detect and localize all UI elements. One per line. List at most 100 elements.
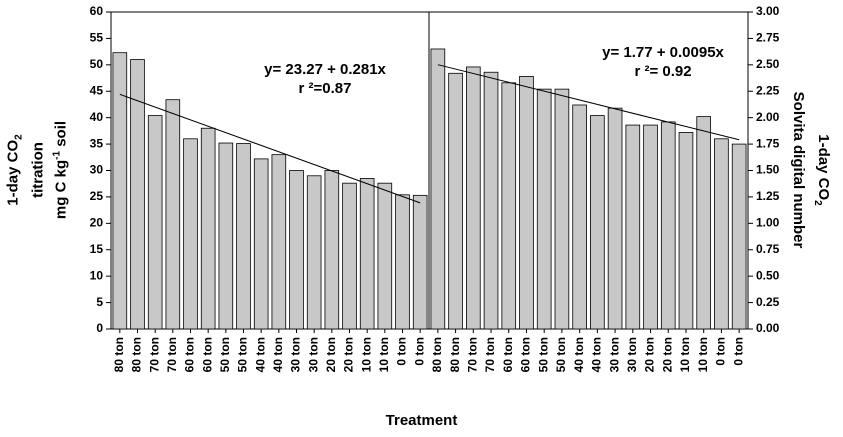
left-regression-equation: y= 23.27 + 0.281x r ²=0.87 — [240, 60, 410, 98]
right-bar — [731, 143, 747, 330]
left-category-label: 80 ton — [112, 337, 126, 372]
left-category-label: 0 ton — [395, 337, 409, 366]
right-bar — [536, 88, 552, 330]
right-y-tick-label: 0.00 — [756, 321, 780, 335]
right-bar — [625, 124, 641, 330]
right-category-label: 50 ton — [536, 337, 550, 372]
left-y-tick-label: 10 — [90, 268, 104, 282]
left-bar — [324, 170, 340, 330]
right-bar — [448, 72, 463, 330]
left-category-label: 20 ton — [324, 337, 338, 372]
right-bar — [519, 76, 534, 330]
right-regression-equation: y= 1.77 + 0.0095x r ²= 0.92 — [578, 43, 748, 81]
left-category-label: 60 ton — [183, 337, 197, 372]
left-y-tick-label: 30 — [90, 163, 104, 177]
right-category-label: 10 ton — [678, 337, 692, 372]
right-bar — [465, 66, 481, 330]
right-category-label: 80 ton — [448, 337, 462, 372]
right-y-axis-title: 1-day CO2 Solvita digital number — [790, 91, 832, 249]
right-y-tick-label: 2.25 — [756, 83, 780, 97]
left-y-tick-label: 5 — [96, 295, 103, 309]
right-y-tick-label: 2.00 — [756, 110, 780, 124]
left-y-tick-label: 20 — [90, 216, 104, 230]
left-category-label: 70 ton — [165, 337, 179, 372]
left-category-label: 60 ton — [200, 337, 214, 372]
left-bar — [218, 142, 234, 330]
right-y-tick-label: 1.00 — [756, 216, 780, 230]
left-category-label: 30 ton — [306, 337, 320, 372]
right-equation-line: y= 1.77 + 0.0095x — [602, 44, 724, 61]
right-bar — [501, 82, 517, 330]
left-y-tick-label: 25 — [90, 189, 104, 203]
right-y-tick-label: 1.50 — [756, 163, 780, 177]
left-trendline — [119, 93, 421, 204]
right-y-tick-label: 2.50 — [756, 57, 780, 71]
left-category-label: 40 ton — [253, 337, 267, 372]
left-bar — [200, 127, 216, 330]
right-category-label: 60 ton — [519, 337, 533, 372]
left-bar — [236, 143, 251, 330]
left-bar — [412, 194, 428, 330]
left-category-label: 50 ton — [218, 337, 232, 372]
left-y-tick-label: 50 — [90, 57, 104, 71]
right-bar — [643, 124, 658, 330]
left-y-tick-label: 15 — [90, 242, 104, 256]
right-category-label: 70 ton — [483, 337, 497, 372]
right-bar — [714, 138, 729, 330]
x-axis-title: Treatment — [385, 412, 458, 429]
right-bar — [430, 48, 446, 330]
right-bar — [554, 88, 570, 330]
left-bar — [183, 138, 198, 330]
left-bar — [306, 175, 322, 330]
left-category-label: 20 ton — [342, 337, 356, 372]
left-bar — [147, 115, 163, 330]
right-bar — [696, 116, 712, 330]
left-r-squared: r ²=0.87 — [298, 80, 352, 97]
right-bar — [590, 115, 605, 330]
left-bar — [165, 99, 181, 330]
left-category-label: 80 ton — [130, 337, 144, 372]
right-category-label: 70 ton — [465, 337, 479, 372]
left-bar — [377, 182, 393, 330]
right-trendline — [437, 64, 740, 141]
right-panel: 80 ton 80 ton 70 ton 70 ton 60 ton 60 ton 50 t… — [428, 4, 780, 372]
left-y-tick-label: 55 — [90, 31, 104, 45]
left-category-label: 30 ton — [289, 337, 303, 372]
left-bar — [289, 170, 304, 330]
left-y-tick-label: 60 — [90, 4, 104, 18]
right-category-label: 0 ton — [714, 337, 728, 366]
left-category-label: 10 ton — [359, 337, 373, 372]
right-bar — [572, 104, 587, 330]
left-category-label: 0 ton — [412, 337, 426, 366]
left-bar — [112, 52, 128, 330]
right-category-label: 50 ton — [554, 337, 568, 372]
left-category-label: 50 ton — [236, 337, 250, 372]
left-bar — [130, 59, 145, 330]
left-panel: 80 ton 80 ton 70 ton 70 ton 60 ton 60 ton 50 t… — [90, 4, 430, 372]
right-y-tick-label: 0.75 — [756, 242, 780, 256]
left-bar — [395, 194, 410, 330]
right-y-tick-label: 3.00 — [756, 4, 780, 18]
left-bar — [342, 182, 357, 330]
right-category-label: 30 ton — [607, 337, 621, 372]
right-y-tick-label: 2.75 — [756, 31, 780, 45]
right-category-label: 20 ton — [643, 337, 657, 372]
right-y-tick-label: 1.25 — [756, 189, 780, 203]
left-category-label: 10 ton — [377, 337, 391, 372]
right-y-tick-label: 1.75 — [756, 136, 780, 150]
right-category-label: 60 ton — [501, 337, 515, 372]
right-category-label: 40 ton — [590, 337, 604, 372]
left-bar — [359, 178, 375, 330]
right-bar — [678, 132, 694, 330]
right-bar — [660, 121, 676, 330]
right-y-tick-label: 0.50 — [756, 268, 780, 282]
left-category-label: 70 ton — [147, 337, 161, 372]
left-y-tick-label: 35 — [90, 136, 104, 150]
left-bar — [271, 154, 287, 330]
left-bar — [253, 158, 269, 330]
left-y-axis-title: 1-day CO2 titration mg C kg-1 soil — [4, 120, 70, 220]
right-bar — [483, 71, 499, 330]
left-y-tick-label: 40 — [90, 110, 104, 124]
right-category-label: 0 ton — [731, 337, 745, 366]
